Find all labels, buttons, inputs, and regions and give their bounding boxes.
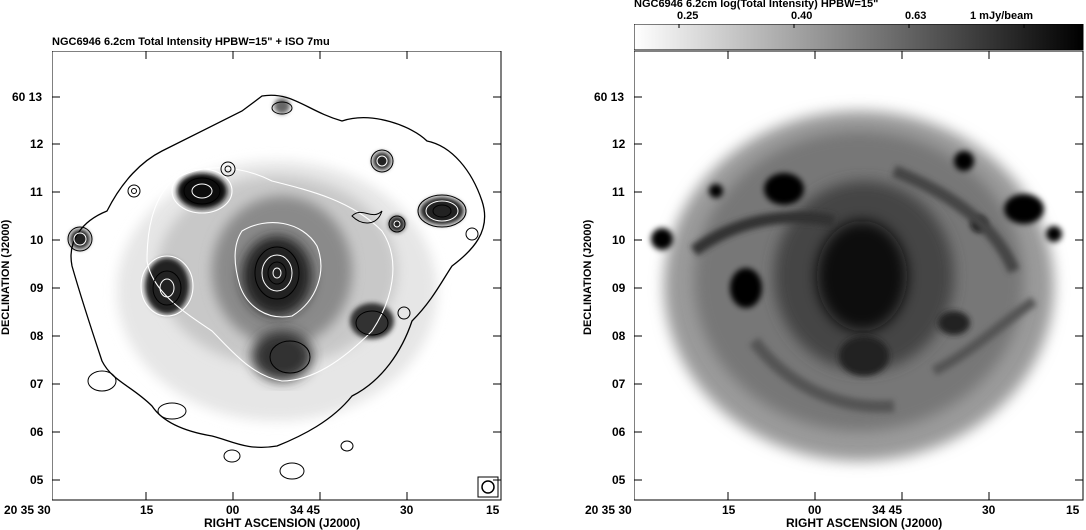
right-xtick-0: 20 35 30 xyxy=(585,503,632,517)
left-ylabel: DECLINATION (J2000) xyxy=(0,219,12,335)
right-panel-title: NGC6946 6.2cm log(Total Intensity) HPBW=… xyxy=(634,0,879,10)
right-ytick-7: 06 xyxy=(612,425,626,439)
right-xlabel: RIGHT ASCENSION (J2000) xyxy=(786,516,943,530)
left-ytick-8: 05 xyxy=(30,473,44,487)
left-ytick-0: 60 13 xyxy=(12,90,43,104)
left-ytick-6: 07 xyxy=(30,377,44,391)
left-ytick-7: 06 xyxy=(30,425,44,439)
right-xtick-1: 15 xyxy=(722,503,736,517)
colorbar-tick-3: 1 mJy/beam xyxy=(970,10,1033,22)
outer-islands xyxy=(87,370,354,480)
right-ytick-4: 09 xyxy=(612,281,626,295)
white-contours xyxy=(140,167,394,382)
left-xtick-4: 30 xyxy=(400,503,414,517)
left-ytick-2: 11 xyxy=(30,185,43,199)
left-ytick-5: 08 xyxy=(30,329,44,343)
left-xlabel: RIGHT ASCENSION (J2000) xyxy=(204,516,361,530)
right-xtick-2: 00 xyxy=(808,503,822,517)
left-axis-ticks xyxy=(52,51,501,500)
left-xtick-5: 15 xyxy=(486,503,500,517)
right-image-frame xyxy=(634,51,1084,501)
beam-box xyxy=(477,476,499,498)
right-ytick-8: 05 xyxy=(612,473,626,487)
right-xtick-4: 30 xyxy=(982,503,996,517)
left-ytick-4: 09 xyxy=(30,281,44,295)
left-xtick-2: 00 xyxy=(226,503,240,517)
black-contours xyxy=(67,101,479,374)
left-xtick-3: 34 45 xyxy=(290,503,321,517)
right-xtick-5: 15 xyxy=(1066,503,1080,517)
right-ytick-6: 07 xyxy=(612,377,626,391)
colorbar-tick-2: 0.63 xyxy=(905,10,927,22)
left-xtick-0: 20 35 30 xyxy=(4,503,51,517)
left-ytick-1: 12 xyxy=(30,137,44,151)
right-ytick-2: 11 xyxy=(612,185,625,199)
left-xtick-1: 15 xyxy=(140,503,154,517)
right-xtick-3: 34 45 xyxy=(872,503,903,517)
outer-contour xyxy=(70,94,486,448)
right-emission-map xyxy=(651,111,1062,461)
right-ytick-1: 12 xyxy=(612,137,626,151)
right-ytick-3: 10 xyxy=(612,233,626,247)
beam-circle xyxy=(481,480,495,494)
right-ylabel: DECLINATION (J2000) xyxy=(582,219,594,335)
colorbar-tick-0: 0.25 xyxy=(677,10,699,22)
left-panel-title: NGC6946 6.2cm Total Intensity HPBW=15" +… xyxy=(52,36,330,48)
left-ytick-3: 10 xyxy=(30,233,44,247)
left-image-frame xyxy=(52,51,502,501)
right-ytick-0: 60 13 xyxy=(594,90,625,104)
right-ytick-5: 08 xyxy=(612,329,626,343)
colorbar xyxy=(634,24,1084,51)
right-axis-ticks xyxy=(634,51,1083,500)
colorbar-tick-1: 0.40 xyxy=(791,10,813,22)
